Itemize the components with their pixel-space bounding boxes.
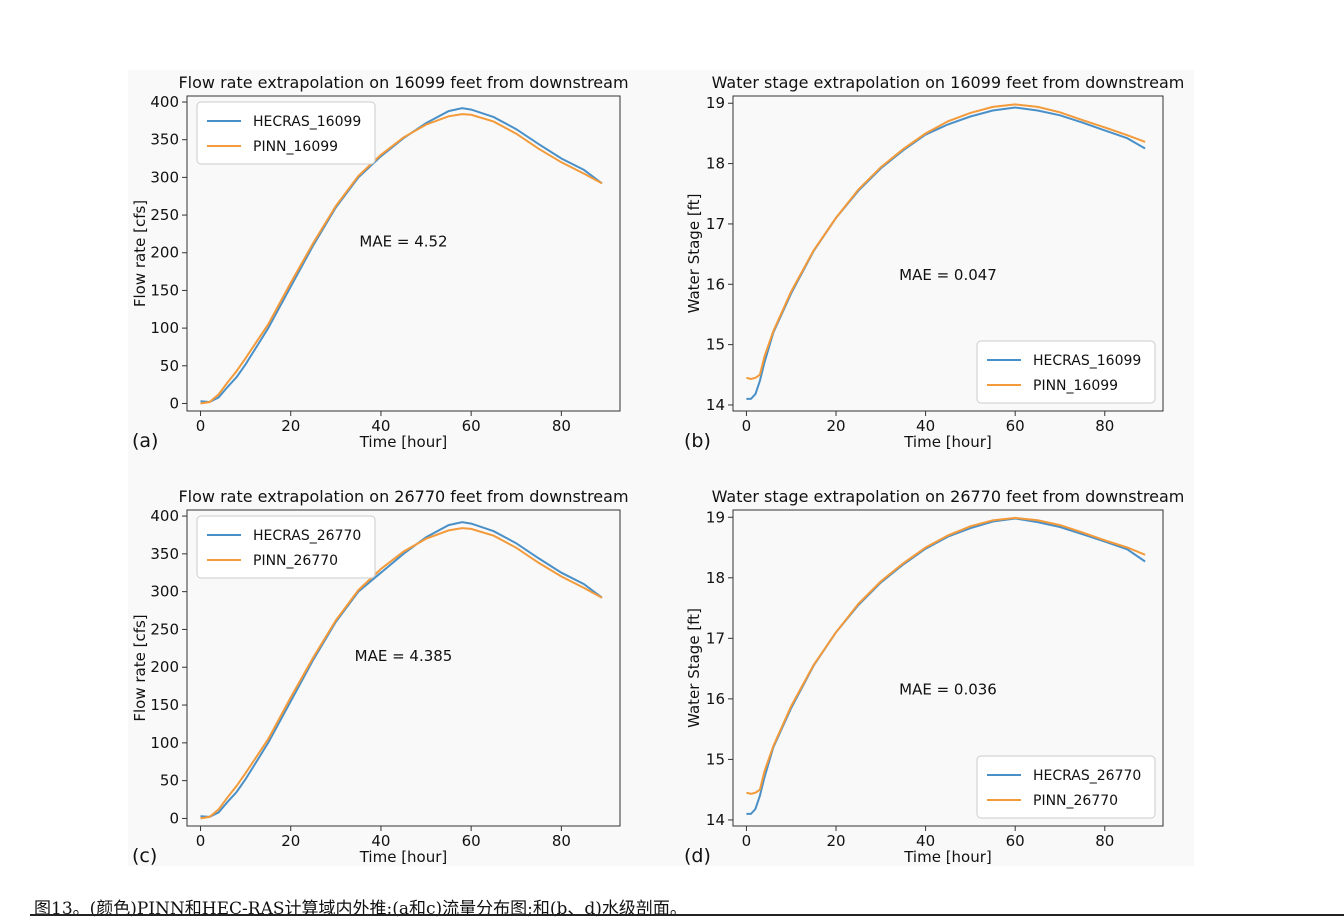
panel-a-y-axis-label: Flow rate [cfs] bbox=[131, 200, 149, 307]
panel-c-mae-annotation: MAE = 4.385 bbox=[355, 647, 453, 665]
panel-a-y-tick-label: 350 bbox=[150, 131, 179, 149]
panel-a-legend-label-hecras: HECRAS_16099 bbox=[253, 114, 361, 130]
panel-b-legend-label-hecras: HECRAS_16099 bbox=[1033, 353, 1141, 369]
panel-c-series-line-pinn bbox=[200, 527, 603, 820]
panel-b-title: Water stage extrapolation on 16099 feet … bbox=[712, 73, 1185, 92]
panel-d-legend-label-hecras: HECRAS_26770 bbox=[1033, 768, 1141, 784]
panel-b-y-tick-label: 18 bbox=[706, 155, 725, 173]
panel-c-x-tick-label: 0 bbox=[196, 832, 206, 850]
panel-a-title: Flow rate extrapolation on 16099 feet fr… bbox=[178, 73, 628, 92]
panel-c-legend-label-pinn: PINN_26770 bbox=[253, 553, 338, 569]
panel-a-y-tick-label: 0 bbox=[169, 394, 179, 412]
panel-b-x-tick-label: 60 bbox=[1006, 417, 1025, 435]
panel-a-y-tick-label: 100 bbox=[150, 319, 179, 337]
panel-a-y-tick-label: 200 bbox=[150, 244, 179, 262]
panel-d-y-axis-label: Water Stage [ft] bbox=[685, 608, 703, 728]
panel-c-legend-box bbox=[196, 515, 376, 579]
panel-d-mae-annotation: MAE = 0.036 bbox=[899, 681, 997, 699]
panel-a-mae-annotation: MAE = 4.52 bbox=[359, 233, 447, 251]
panel-d-y-tick-label: 18 bbox=[706, 569, 725, 587]
panel-b-mae-annotation: MAE = 0.047 bbox=[899, 266, 997, 284]
panel-c-y-tick-label: 200 bbox=[150, 658, 179, 676]
panel-c-title: Flow rate extrapolation on 26770 feet fr… bbox=[178, 487, 628, 506]
panel-d-series-line-pinn bbox=[746, 516, 1146, 795]
panel-a-series-line-pinn bbox=[200, 113, 603, 405]
figure: Flow rate extrapolation on 16099 feet fr… bbox=[131, 73, 1185, 867]
panel-a-y-tick-label: 150 bbox=[150, 281, 179, 299]
panel-c-x-tick-label: 80 bbox=[552, 832, 571, 850]
panel-b-panel-label: (b) bbox=[684, 430, 711, 452]
panel-d-x-axis-label: Time [hour] bbox=[903, 848, 992, 866]
panel-c-series-line-hecras bbox=[200, 521, 603, 818]
panel-b-y-axis-label: Water Stage [ft] bbox=[685, 194, 703, 314]
panel-c-y-tick-label: 100 bbox=[150, 734, 179, 752]
panel-b-y-tick-label: 17 bbox=[706, 215, 725, 233]
panel-b-series-line-pinn bbox=[746, 103, 1146, 381]
panel-d-y-tick-label: 16 bbox=[706, 690, 725, 708]
panel-d-legend-label-pinn: PINN_26770 bbox=[1033, 793, 1118, 809]
panel-a-y-tick-label: 250 bbox=[150, 206, 179, 224]
panel-a-panel-label: (a) bbox=[132, 430, 158, 452]
panel-c-y-tick-label: 350 bbox=[150, 545, 179, 563]
panel-a-x-tick-label: 40 bbox=[371, 417, 390, 435]
panel-d-y-tick-label: 17 bbox=[706, 629, 725, 647]
panel-b-x-axis-label: Time [hour] bbox=[903, 433, 992, 451]
panel-a-series-line-hecras bbox=[200, 107, 603, 404]
panel-d-x-tick-label: 0 bbox=[742, 832, 752, 850]
panel-d-legend-box bbox=[976, 755, 1156, 819]
panel-d-x-tick-label: 60 bbox=[1006, 832, 1025, 850]
panel-a-x-tick-label: 20 bbox=[281, 417, 300, 435]
panel-c-y-tick-label: 0 bbox=[169, 809, 179, 827]
panel-c-legend-label-hecras: HECRAS_26770 bbox=[253, 528, 361, 544]
panel-d-y-tick-label: 15 bbox=[706, 750, 725, 768]
panel-c-x-tick-label: 60 bbox=[462, 832, 481, 850]
panel-a-y-tick-label: 400 bbox=[150, 93, 179, 111]
panel-c-y-tick-label: 400 bbox=[150, 507, 179, 525]
panel-d-x-tick-label: 80 bbox=[1095, 832, 1114, 850]
panel-d-title: Water stage extrapolation on 26770 feet … bbox=[712, 487, 1185, 506]
panel-c-y-axis-label: Flow rate [cfs] bbox=[131, 614, 149, 721]
panel-c-y-tick-label: 50 bbox=[160, 772, 179, 790]
panel-c-y-tick-label: 300 bbox=[150, 583, 179, 601]
panel-d-y-tick-label: 19 bbox=[706, 508, 725, 526]
panel-b-legend-label-pinn: PINN_16099 bbox=[1033, 378, 1118, 394]
panel-c-x-axis-label: Time [hour] bbox=[359, 848, 448, 866]
panel-a-x-tick-label: 60 bbox=[462, 417, 481, 435]
panel-d-x-tick-label: 20 bbox=[826, 832, 845, 850]
panel-b-x-tick-label: 80 bbox=[1095, 417, 1114, 435]
panel-b-x-tick-label: 40 bbox=[916, 417, 935, 435]
panel-d-panel-label: (d) bbox=[684, 845, 711, 867]
panel-b-y-tick-label: 19 bbox=[706, 94, 725, 112]
panel-a-x-axis-label: Time [hour] bbox=[359, 433, 448, 451]
panel-b-x-tick-label: 0 bbox=[742, 417, 752, 435]
panel-d-y-tick-label: 14 bbox=[706, 811, 725, 829]
caption-divider bbox=[30, 914, 1344, 916]
panel-c-panel-label: (c) bbox=[132, 845, 157, 867]
panel-b-y-tick-label: 16 bbox=[706, 275, 725, 293]
panel-b-y-tick-label: 15 bbox=[706, 336, 725, 354]
panel-a-x-tick-label: 80 bbox=[552, 417, 571, 435]
panel-d-x-tick-label: 40 bbox=[916, 832, 935, 850]
panel-b-y-tick-label: 14 bbox=[706, 396, 725, 414]
panel-b-x-tick-label: 20 bbox=[826, 417, 845, 435]
panel-c-y-tick-label: 150 bbox=[150, 696, 179, 714]
panel-a-y-tick-label: 300 bbox=[150, 168, 179, 186]
panel-a-legend-label-pinn: PINN_16099 bbox=[253, 139, 338, 155]
panel-c-y-tick-label: 250 bbox=[150, 620, 179, 638]
panel-a-y-tick-label: 50 bbox=[160, 357, 179, 375]
panel-c-x-tick-label: 40 bbox=[371, 832, 390, 850]
panel-a-x-tick-label: 0 bbox=[196, 417, 206, 435]
panel-b-legend-box bbox=[976, 340, 1156, 404]
panel-c-x-tick-label: 20 bbox=[281, 832, 300, 850]
panel-a-legend-box bbox=[196, 101, 376, 165]
